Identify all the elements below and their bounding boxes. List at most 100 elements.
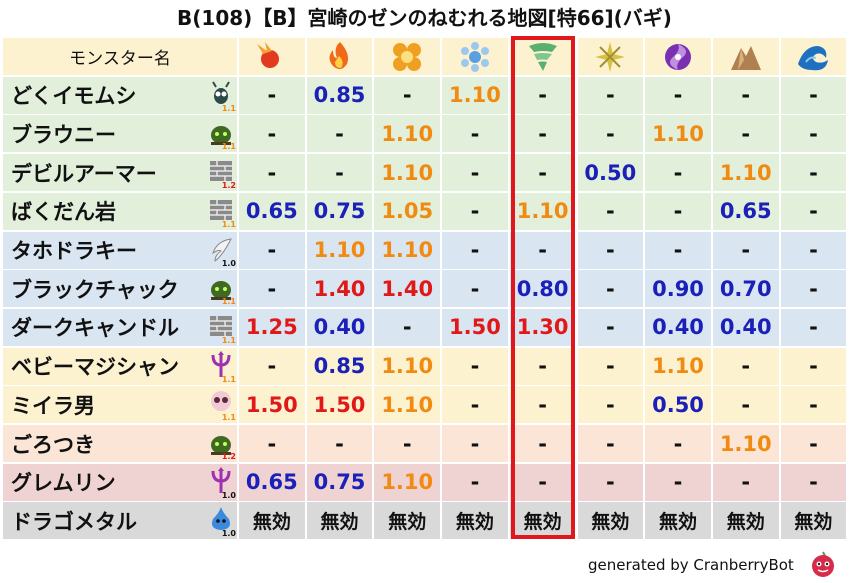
resistance-value: - bbox=[442, 347, 508, 385]
resistance-value: - bbox=[577, 115, 644, 153]
devil-icon bbox=[209, 466, 233, 495]
slime-icon bbox=[209, 505, 233, 533]
resistance-value: 0.90 bbox=[645, 270, 711, 308]
resistance-value: - bbox=[780, 386, 847, 424]
resistance-value: 1.40 bbox=[374, 270, 441, 308]
resistance-value: 1.05 bbox=[374, 192, 441, 230]
type-version: 1.1 bbox=[221, 142, 236, 152]
type-version: 1.0 bbox=[221, 258, 236, 268]
resistance-value: 0.65 bbox=[712, 192, 779, 230]
resistance-value: - bbox=[780, 425, 847, 462]
ice-crystal-icon bbox=[442, 38, 508, 75]
resistance-value: 1.10 bbox=[645, 115, 711, 153]
cranberry-bot-logo-icon bbox=[812, 551, 834, 577]
resistance-value: - bbox=[374, 76, 441, 114]
earth-rock-icon bbox=[712, 38, 779, 75]
table-row: どくイモムシ 1.1-0.85-1.10- - - - - bbox=[3, 76, 847, 114]
resistance-value: - bbox=[442, 115, 508, 153]
resistance-value: 0.80 bbox=[509, 270, 576, 308]
monster-name: ばくだん岩 bbox=[11, 200, 116, 225]
monster-name-cell: ごろつき 1.2 bbox=[3, 425, 237, 462]
monster-name: グレムリン bbox=[11, 471, 116, 496]
type-version: 1.1 bbox=[221, 297, 236, 307]
resistance-value: - bbox=[306, 154, 373, 192]
table-row: グレムリン 1.0 0.65 0.75 1.10- - - - - - bbox=[3, 463, 847, 501]
resistance-value: - bbox=[712, 463, 779, 501]
page-title: B(108)【B】宮崎のゼンのねむれる地図[特66](バギ) bbox=[177, 6, 672, 30]
table-row: ベビーマジシャン 1.1-0.85 1.10- - -1.10- - bbox=[3, 347, 847, 385]
resistance-value: - bbox=[509, 347, 576, 385]
monster-name: デビルアーマー bbox=[11, 161, 157, 186]
insect-icon bbox=[209, 80, 233, 108]
resistance-value: 0.40 bbox=[306, 308, 373, 346]
monster-name: ベビーマジシャン bbox=[11, 355, 179, 380]
light-burst-icon bbox=[577, 38, 644, 75]
type-version: 1.0 bbox=[221, 490, 236, 500]
resistance-value: 1.10 bbox=[442, 76, 508, 114]
monster-name: ごろつき bbox=[11, 432, 95, 457]
resistance-value: 0.40 bbox=[645, 308, 711, 346]
resistance-value: 0.65 bbox=[239, 192, 305, 230]
resistance-value: - bbox=[442, 192, 508, 230]
water-wave-icon bbox=[780, 38, 847, 75]
resistance-value: - bbox=[306, 425, 373, 462]
resistance-value: - bbox=[712, 386, 779, 424]
material-icon bbox=[209, 312, 233, 340]
resistance-value: 無効 bbox=[442, 502, 508, 540]
resistance-value: - bbox=[442, 270, 508, 308]
resistance-value: - bbox=[442, 463, 508, 501]
resistance-value: - bbox=[577, 270, 644, 308]
zombie-icon bbox=[209, 118, 233, 146]
type-version: 1.1 bbox=[221, 103, 236, 113]
resistance-value: - bbox=[577, 386, 644, 424]
resistance-value: - bbox=[239, 270, 305, 308]
monster-name-cell: どくイモムシ 1.1 bbox=[3, 76, 237, 114]
table-row: ブラックチャック 1.1-1.40 1.40-0.80-0.90 0.70- bbox=[3, 270, 847, 308]
resistance-value: - bbox=[780, 270, 847, 308]
table-row: ブラウニー 1.1- -1.10- - -1.10- - bbox=[3, 115, 847, 153]
resistance-value: - bbox=[780, 347, 847, 385]
monster-name-cell: ブラウニー 1.1 bbox=[3, 115, 237, 153]
monster-name: ブラウニー bbox=[11, 122, 116, 147]
monster-name: ミイラ男 bbox=[11, 393, 95, 418]
resistance-value: - bbox=[577, 425, 644, 462]
resistance-value: - bbox=[712, 347, 779, 385]
resistance-value: - bbox=[577, 192, 644, 230]
highlighted-column-frame bbox=[511, 36, 575, 539]
resistance-value: - bbox=[645, 463, 711, 501]
resistance-value: - bbox=[509, 115, 576, 153]
resistance-value: - bbox=[509, 154, 576, 192]
resistance-value: 無効 bbox=[780, 502, 847, 540]
resistance-value: - bbox=[712, 115, 779, 153]
resistance-value: - bbox=[374, 308, 441, 346]
resistance-value: 1.10 bbox=[645, 347, 711, 385]
type-version: 1.2 bbox=[221, 452, 236, 461]
resistance-value: 1.40 bbox=[306, 270, 373, 308]
resistance-value: - bbox=[577, 76, 644, 114]
resistance-value: 0.85 bbox=[306, 347, 373, 385]
resistance-value: 0.50 bbox=[577, 154, 644, 192]
resistance-value: - bbox=[780, 308, 847, 346]
resistance-value: 無効 bbox=[374, 502, 441, 540]
devil-icon bbox=[209, 350, 233, 379]
table-row: ドラゴメタル 1.0 無効 無効 無効 無効 無効 無効 無効 無効 無効 bbox=[3, 502, 847, 540]
header-row: モンスター名 bbox=[3, 38, 847, 75]
resistance-value: - bbox=[780, 463, 847, 501]
resistance-value: - bbox=[239, 115, 305, 153]
table-row: タホドラキー 1.0-1.10 1.10- - - - - - bbox=[3, 231, 847, 269]
monster-name: ダークキャンドル bbox=[11, 316, 179, 341]
resistance-value: 1.10 bbox=[374, 347, 441, 385]
resistance-value: 1.50 bbox=[442, 308, 508, 346]
resistance-value: - bbox=[577, 463, 644, 501]
zombie-icon bbox=[209, 273, 233, 301]
flame-icon bbox=[306, 38, 373, 75]
resistance-value: - bbox=[780, 76, 847, 114]
resistance-value: - bbox=[239, 154, 305, 192]
monster-name-cell: ブラックチャック 1.1 bbox=[3, 270, 237, 308]
type-version: 1.1 bbox=[221, 335, 236, 345]
resistance-value: 0.40 bbox=[712, 308, 779, 346]
resistance-value: - bbox=[645, 154, 711, 192]
resistance-value: 1.50 bbox=[306, 386, 373, 424]
table-row: デビルアーマー 1.2- -1.10- -0.50-1.10- bbox=[3, 154, 847, 192]
fire-ball-icon bbox=[239, 38, 305, 75]
